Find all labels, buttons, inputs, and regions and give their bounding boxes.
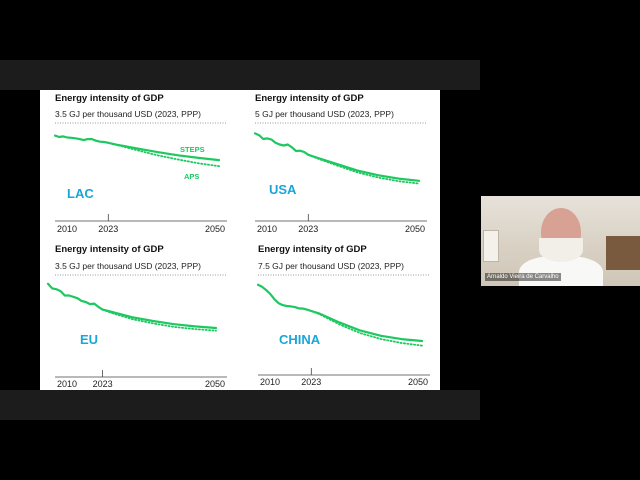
energy-intensity-charts: Energy intensity of GDP 3.5 GJ per thousa… [46, 93, 430, 389]
letterbox-top [0, 60, 480, 90]
x-tick-label-2050: 2050 [405, 224, 425, 234]
series-line-steps [253, 132, 421, 182]
x-tick-label-2050: 2050 [205, 379, 225, 389]
x-tick-label-2010: 2010 [260, 377, 280, 387]
series-line-aps [307, 153, 420, 185]
chart-subtitle: 3.5 GJ per thousand USD (2023, PPP) [55, 109, 201, 119]
x-tick-label-2010: 2010 [57, 224, 77, 234]
series-line-steps [53, 134, 221, 162]
region-label: CHINA [279, 332, 321, 347]
letterbox-bottom [0, 390, 480, 420]
participant-beard [539, 238, 583, 262]
x-tick-label-2010: 2010 [257, 224, 277, 234]
participant-video[interactable]: Arnaldo Vieira de Carvalho [481, 196, 640, 286]
x-tick-label-2023: 2023 [301, 377, 321, 387]
series-label-steps: STEPS [180, 145, 205, 154]
chart-title: Energy intensity of GDP [55, 93, 164, 104]
x-tick-label-2050: 2050 [408, 377, 428, 387]
chart-title: Energy intensity of GDP [55, 244, 164, 255]
shared-slide: Energy intensity of GDP 3.5 GJ per thousa… [40, 90, 440, 390]
series-line-aps [101, 308, 217, 332]
x-tick-label-2023: 2023 [98, 224, 118, 234]
series-line-aps [107, 141, 220, 168]
region-label: USA [269, 182, 297, 197]
webcam-shelf-background [606, 236, 640, 270]
series-line-steps [256, 283, 424, 343]
series-line-aps [310, 310, 423, 347]
series-line-steps [46, 282, 218, 330]
x-tick-label-2010: 2010 [57, 379, 77, 389]
webcam-window-background [483, 230, 499, 262]
x-tick-label-2023: 2023 [298, 224, 318, 234]
region-label: LAC [67, 186, 94, 201]
x-tick-label-2050: 2050 [205, 224, 225, 234]
chart-title: Energy intensity of GDP [255, 93, 364, 104]
chart-title: Energy intensity of GDP [258, 244, 367, 255]
x-tick-label-2023: 2023 [93, 379, 113, 389]
series-label-aps: APS [184, 172, 199, 181]
region-label: EU [80, 332, 98, 347]
chart-subtitle: 3.5 GJ per thousand USD (2023, PPP) [55, 261, 201, 271]
participant-name-label: Arnaldo Vieira de Carvalho [485, 273, 561, 281]
chart-subtitle: 7.5 GJ per thousand USD (2023, PPP) [258, 261, 404, 271]
chart-subtitle: 5 GJ per thousand USD (2023, PPP) [255, 109, 394, 119]
